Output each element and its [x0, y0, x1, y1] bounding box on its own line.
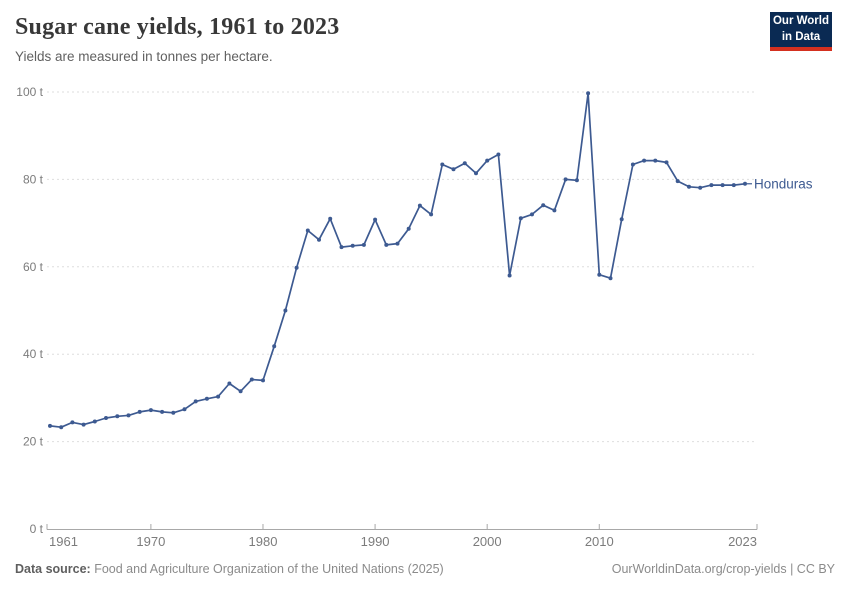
x-tick-label: 1990 [361, 534, 390, 549]
data-point[interactable] [675, 179, 680, 184]
x-tick-label: 2010 [585, 534, 614, 549]
data-point[interactable] [317, 237, 321, 242]
data-point[interactable] [630, 162, 635, 167]
y-tick-label: 20 t [23, 435, 44, 449]
data-point[interactable] [227, 381, 232, 386]
data-point[interactable] [563, 177, 568, 182]
data-point[interactable] [238, 389, 243, 394]
data-point[interactable] [216, 394, 221, 399]
data-point[interactable] [485, 158, 490, 163]
data-point[interactable] [81, 422, 86, 427]
data-point[interactable] [608, 276, 613, 281]
data-point[interactable] [395, 241, 400, 246]
x-tick-label: 2023 [728, 534, 757, 549]
data-point[interactable] [361, 242, 366, 247]
data-point[interactable] [70, 420, 75, 425]
data-point[interactable] [731, 183, 736, 188]
data-point[interactable] [552, 208, 557, 213]
data-point[interactable] [193, 399, 198, 404]
owid-logo-line1: Our World [772, 15, 829, 27]
data-point[interactable] [507, 273, 512, 278]
data-point[interactable] [518, 216, 523, 221]
data-point[interactable] [171, 410, 176, 415]
y-tick-label: 100 t [16, 85, 43, 99]
data-point[interactable] [182, 407, 187, 412]
x-tick-label: 1961 [49, 534, 78, 549]
data-point[interactable] [709, 183, 714, 188]
data-point[interactable] [305, 228, 310, 233]
data-point[interactable] [440, 162, 445, 167]
data-source-label: Data source: [15, 562, 91, 576]
data-point[interactable] [160, 409, 165, 414]
owid-logo[interactable]: Our World in Data [770, 12, 832, 51]
data-point[interactable] [283, 308, 288, 313]
data-point[interactable] [350, 243, 355, 248]
data-point[interactable] [126, 413, 131, 418]
data-point[interactable] [261, 378, 265, 383]
data-point[interactable] [720, 183, 725, 188]
chart-footer: Data source: Food and Agriculture Organi… [15, 562, 835, 576]
footer-url-link[interactable]: OurWorldinData.org/crop-yields [611, 562, 787, 576]
data-point[interactable] [687, 184, 691, 189]
data-point[interactable] [204, 396, 209, 401]
data-point[interactable] [115, 414, 120, 419]
chart-subtitle: Yields are measured in tonnes per hectar… [15, 49, 273, 64]
data-point[interactable] [574, 178, 579, 183]
data-point[interactable] [586, 91, 591, 96]
data-point[interactable] [59, 425, 64, 430]
data-point[interactable] [642, 158, 647, 163]
data-point[interactable] [148, 408, 153, 413]
owid-logo-line2: in Data [781, 30, 821, 43]
y-tick-label: 60 t [23, 260, 44, 274]
x-tick-label: 1980 [249, 534, 278, 549]
page-title: Sugar cane yields, 1961 to 2023 [15, 14, 340, 40]
data-point[interactable] [328, 216, 333, 221]
data-point[interactable] [373, 217, 378, 222]
data-point[interactable] [530, 212, 534, 217]
data-point[interactable] [406, 226, 411, 231]
data-point[interactable] [294, 265, 299, 270]
footer-license: CC BY [796, 562, 835, 576]
line-chart: 0 t 20 t 40 t 60 t 80 t 100 t 1961 1970 1980 1990… [16, 85, 813, 549]
data-point[interactable] [743, 181, 747, 186]
data-point[interactable] [417, 203, 422, 208]
data-line[interactable] [49, 92, 746, 429]
y-tick-label: 80 t [23, 172, 44, 186]
y-tick-label: 0 t [30, 522, 44, 536]
data-point[interactable] [339, 245, 344, 250]
data-point[interactable] [249, 377, 254, 382]
series-end-label[interactable]: Honduras [754, 176, 813, 191]
data-point[interactable] [272, 344, 277, 349]
data-point[interactable] [384, 242, 389, 247]
data-point[interactable] [664, 160, 669, 165]
data-source-note: Data source: Food and Agriculture Organi… [15, 562, 444, 576]
data-source-text: Food and Agriculture Organization of the… [90, 562, 444, 576]
data-point[interactable] [104, 416, 108, 420]
footer-credit: OurWorldinData.org/crop-yields | CC BY [612, 562, 835, 576]
footer-separator: | [786, 562, 797, 576]
x-tick-label: 1970 [136, 534, 165, 549]
data-point[interactable] [451, 167, 456, 172]
data-point[interactable] [496, 152, 501, 157]
data-point[interactable] [619, 217, 624, 222]
data-point[interactable] [698, 185, 703, 190]
data-point[interactable] [462, 161, 467, 166]
x-tick-label: 2000 [473, 534, 502, 549]
y-tick-label: 40 t [23, 347, 44, 361]
data-point[interactable] [429, 212, 434, 217]
data-point[interactable] [653, 158, 658, 163]
data-point[interactable] [48, 423, 52, 428]
data-point[interactable] [137, 409, 142, 414]
data-point[interactable] [92, 419, 97, 424]
data-point[interactable] [474, 171, 478, 176]
data-point[interactable] [597, 272, 602, 277]
data-point[interactable] [541, 203, 546, 208]
